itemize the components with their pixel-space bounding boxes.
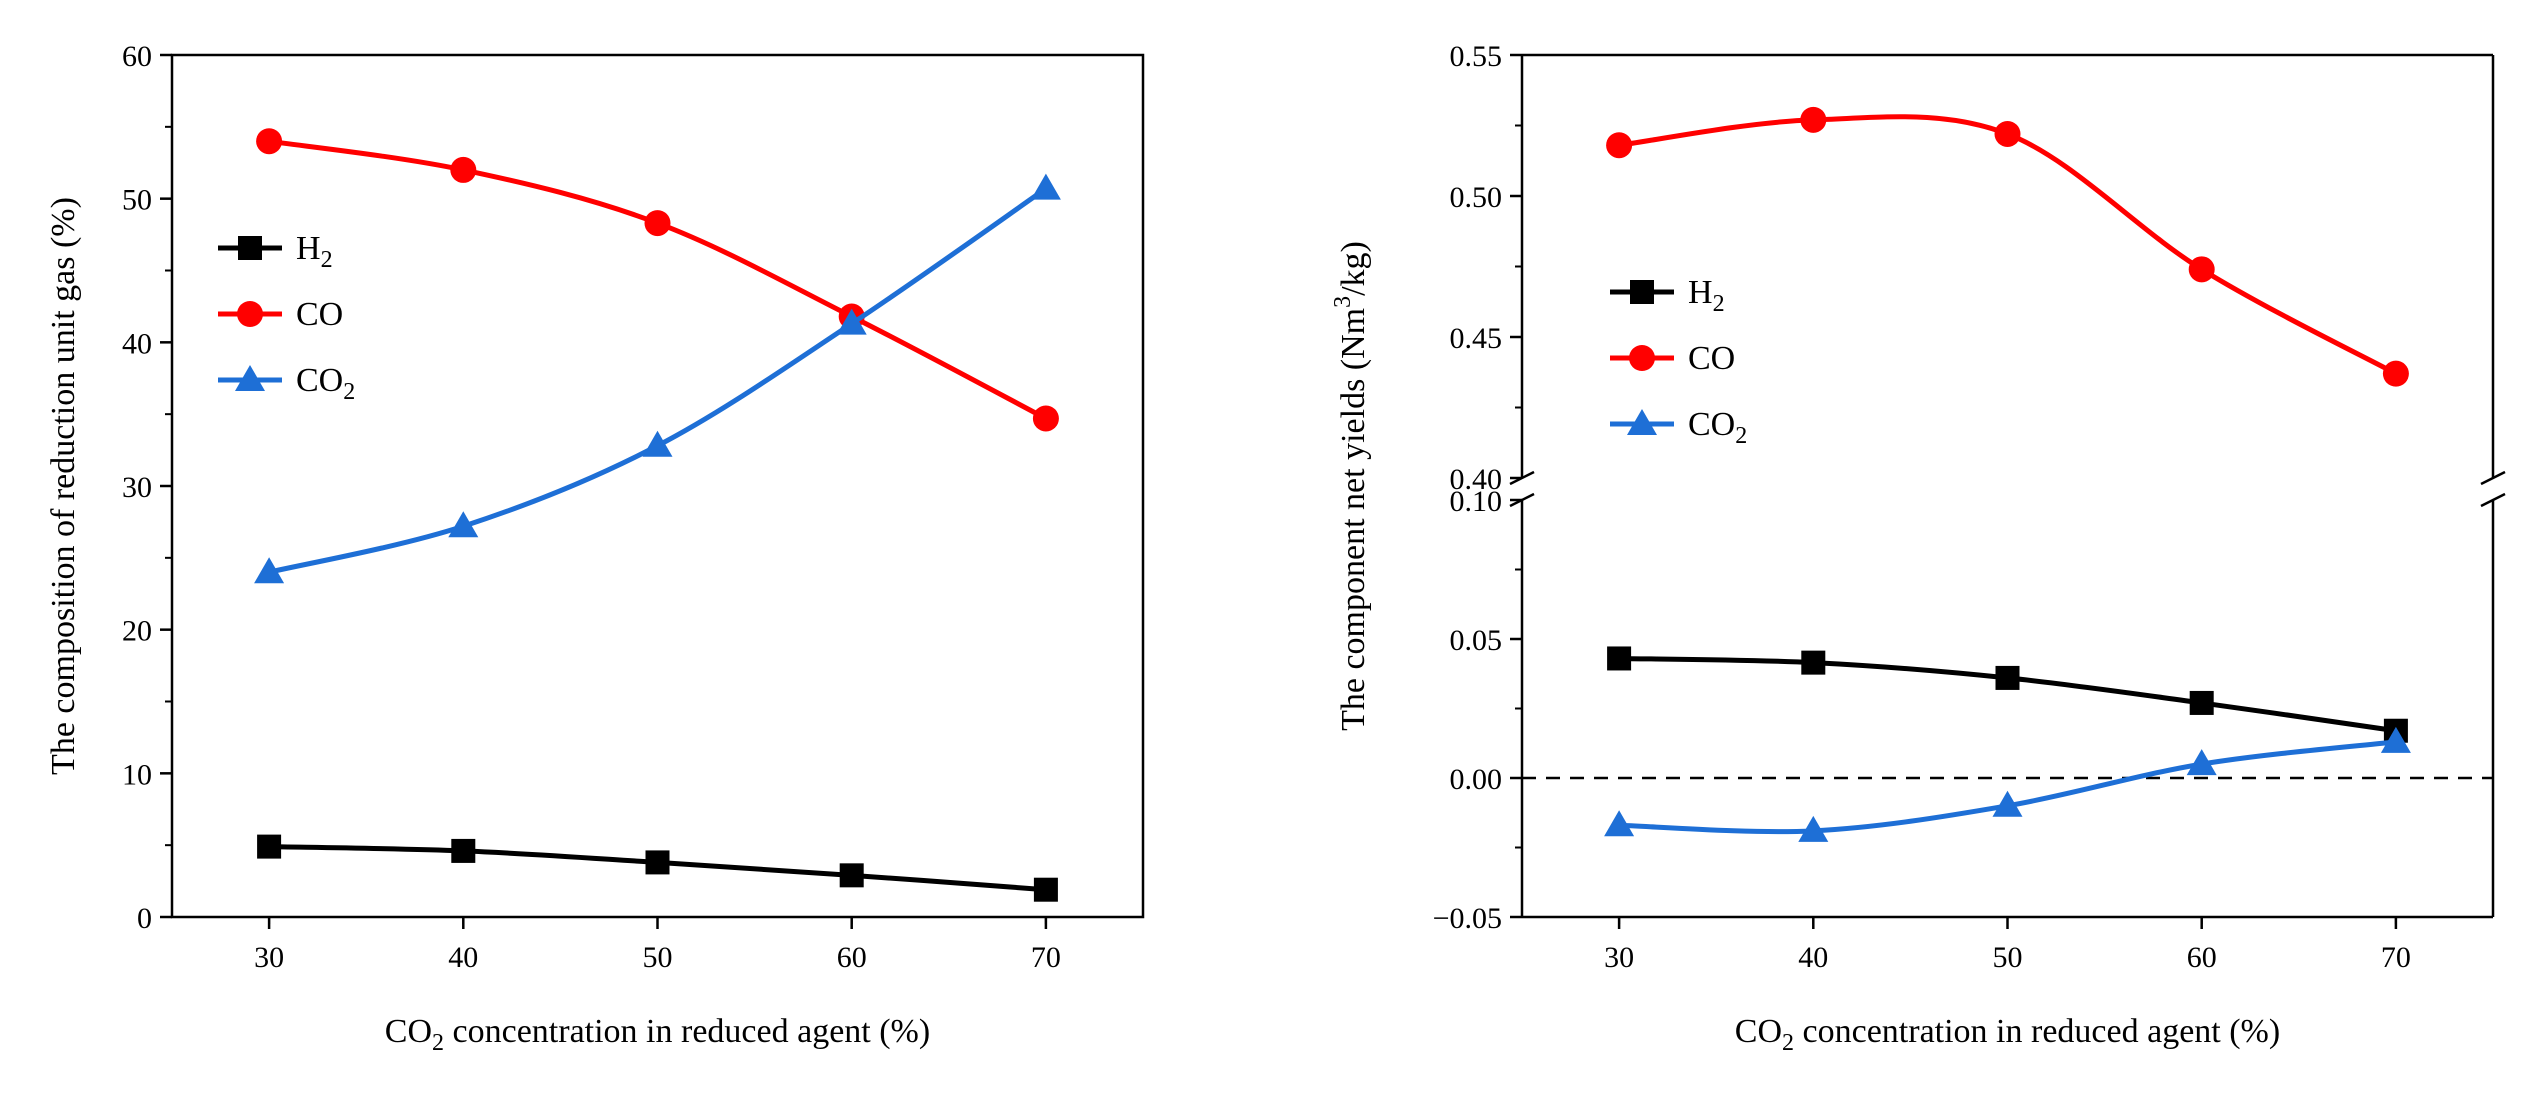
x-axis-label: CO2 concentration in reduced agent (%) (1735, 1013, 2280, 1056)
x-tick-label: 60 (2187, 941, 2217, 974)
legend-marker (1630, 280, 1654, 304)
data-point (1995, 121, 2021, 147)
data-point (450, 157, 476, 183)
y-axis-label: The composition of reduction unit gas (%… (45, 197, 82, 775)
data-point (1801, 651, 1825, 675)
data-point (1606, 132, 1632, 158)
series-line (1619, 117, 2396, 374)
data-point (1031, 174, 1061, 200)
data-point (1996, 666, 2020, 690)
x-tick-label: 50 (643, 941, 673, 974)
x-tick-label: 30 (254, 941, 284, 974)
y-tick-label: 30 (122, 471, 152, 504)
legend-entry-2: CO (1610, 340, 1735, 377)
x-tick-label: 60 (837, 941, 867, 974)
legend-marker (237, 301, 263, 327)
data-point (646, 850, 670, 874)
y-tick-label: 0.50 (1450, 181, 1503, 214)
y-tick-label: −0.05 (1433, 902, 1502, 935)
series-1 (257, 835, 1058, 902)
legend-marker (1629, 345, 1655, 371)
data-point (451, 839, 475, 863)
data-point (645, 210, 671, 236)
series-line (1619, 742, 2396, 832)
data-point (643, 431, 673, 457)
legend-label: CO (1688, 340, 1735, 377)
x-tick-label: 70 (1031, 941, 1061, 974)
legend-entry-2: CO (218, 296, 343, 333)
y-tick-label: 0.10 (1450, 485, 1503, 518)
data-point (2189, 256, 2215, 282)
data-point (256, 128, 282, 154)
legend-label: H2 (1688, 274, 1725, 317)
legend-label: CO (296, 296, 343, 333)
x-axis-label: CO2 concentration in reduced agent (%) (385, 1013, 930, 1056)
x-tick-label: 70 (2381, 941, 2411, 974)
data-point (1800, 107, 1826, 133)
x-tick-label: 30 (1604, 941, 1634, 974)
y-tick-label: 40 (122, 327, 152, 360)
series-1 (1607, 646, 2408, 742)
legend-entry-1: H2 (1610, 274, 1725, 317)
data-point (1033, 405, 1059, 431)
data-point (1607, 646, 1631, 670)
x-tick-label: 40 (1798, 941, 1828, 974)
y-tick-label: 10 (122, 758, 152, 791)
legend-label: CO2 (1688, 406, 1747, 449)
x-tick-label: 40 (448, 941, 478, 974)
series-3 (1604, 727, 2411, 842)
y-tick-label: 0.55 (1450, 40, 1503, 73)
x-tick-label: 50 (1993, 941, 2023, 974)
legend-entry-1: H2 (218, 230, 333, 273)
chart-left: 0 10 20 30 40 50 60 30 40 50 60 70 CO2 concentration… (45, 40, 1143, 1056)
plot-frame (172, 55, 1143, 917)
y-tick-label: 50 (122, 184, 152, 217)
y-tick-label: 0.05 (1450, 624, 1503, 657)
series-2 (256, 128, 1059, 431)
legend-marker (238, 236, 262, 260)
data-point (2383, 361, 2409, 387)
data-point (840, 863, 864, 887)
y-tick-label: 60 (122, 40, 152, 73)
series-line (269, 189, 1046, 573)
y-tick-label: 0.00 (1450, 763, 1503, 796)
data-point (257, 835, 281, 859)
y-tick-label: 20 (122, 615, 152, 648)
legend-entry-3: CO2 (218, 362, 355, 405)
y-tick-label: 0 (137, 902, 152, 935)
data-point (1034, 878, 1058, 902)
legend-label: H2 (296, 230, 333, 273)
figure-canvas: 0 10 20 30 40 50 60 30 40 50 60 70 CO2 concentration… (0, 0, 2536, 1100)
legend-entry-3: CO2 (1610, 406, 1747, 449)
legend-label: CO2 (296, 362, 355, 405)
data-point (2190, 691, 2214, 715)
series-line (269, 141, 1046, 418)
y-axis-label: The component net yields (Nm3/kg) (1330, 241, 1372, 731)
y-tick-label: 0.45 (1450, 322, 1503, 355)
